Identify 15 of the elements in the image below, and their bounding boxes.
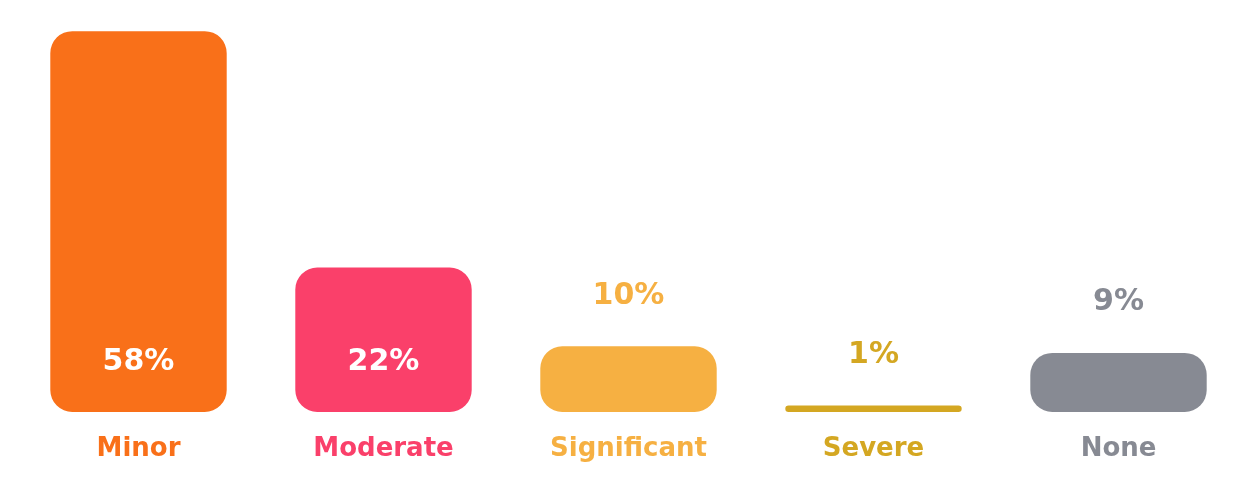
bar (785, 405, 962, 412)
bar (540, 346, 717, 412)
data-label: 1% (848, 334, 899, 370)
x-tick-label: Significant (550, 432, 707, 462)
x-tick-label: Moderate (313, 432, 454, 462)
data-label: 22% (347, 341, 420, 377)
bar (295, 267, 472, 412)
x-tick-label: None (1080, 432, 1157, 462)
bar (1030, 352, 1207, 412)
data-label: 9% (1093, 282, 1144, 318)
data-label: 58% (102, 341, 175, 377)
x-tick-label: Minor (96, 432, 181, 462)
x-tick-label: Severe (822, 432, 925, 462)
bar (50, 31, 227, 412)
data-label: 10% (592, 275, 665, 311)
